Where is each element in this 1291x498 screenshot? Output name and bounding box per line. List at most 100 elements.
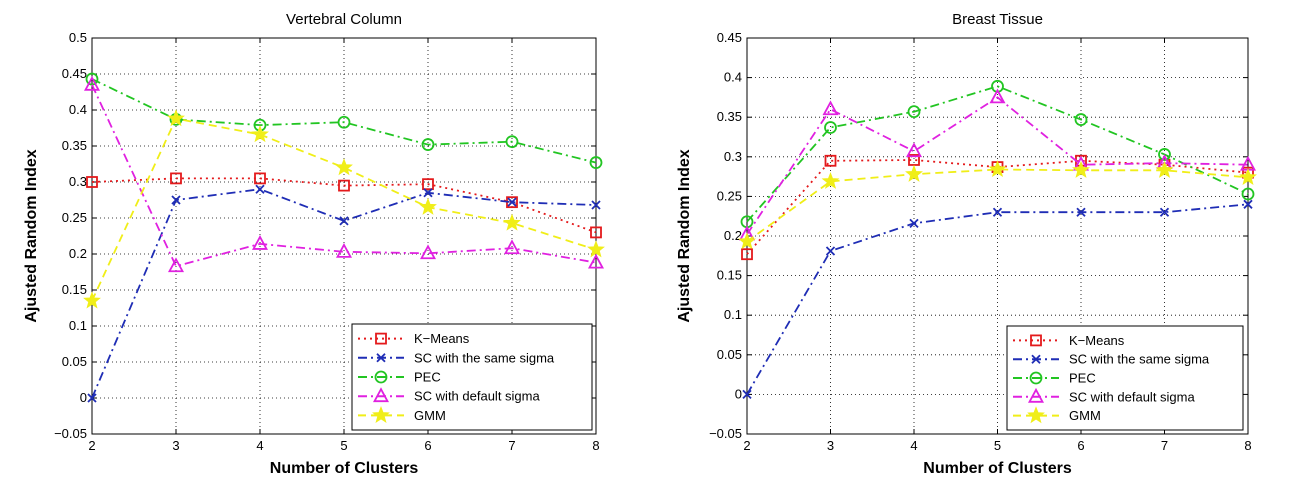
chart-title: Vertebral Column [286, 11, 402, 28]
legend-marker-sc-with-the-same-sigma [1031, 354, 1041, 364]
legend-marker-sc-with-default-sigma [1027, 387, 1045, 403]
x-tick-label: 4 [256, 438, 263, 453]
data-point-sc-with-the-same-sigma [171, 195, 181, 205]
legend-label-k-means: K−Means [1069, 333, 1125, 348]
legend-label-sc-with-default-sigma: SC with default sigma [414, 389, 540, 404]
x-tick-label: 5 [340, 438, 347, 453]
data-point-sc-with-default-sigma [989, 88, 1006, 104]
legend-marker-k-means [375, 332, 387, 345]
data-point-k-means [338, 179, 350, 192]
data-point-pec [589, 156, 603, 169]
y-tick-label: 0.1 [69, 318, 87, 333]
chart-vertebral-column: Vertebral Column −0.05 0 0.05 0.1 0.15 0.2 0.25… [0, 0, 645, 498]
data-point-pec [505, 135, 519, 149]
y-tick-label: 0.2 [69, 246, 87, 261]
data-point-sc-with-the-same-sigma [1159, 207, 1170, 217]
y-tick-label: 0.3 [69, 174, 87, 189]
series-gmm [83, 109, 605, 309]
data-point-gmm [503, 213, 521, 231]
series-gmm [738, 160, 1257, 250]
x-tick-label: 3 [827, 438, 834, 453]
legend-marker-gmm [1027, 406, 1045, 424]
x-tick-label: 5 [994, 438, 1001, 453]
data-point-sc-with-the-same-sigma [423, 188, 433, 198]
y-tick-label: 0.1 [724, 307, 742, 322]
x-tick-label: 2 [743, 438, 750, 453]
y-tick-label: 0.15 [717, 268, 742, 283]
y-tick-label: 0.4 [69, 102, 87, 117]
data-point-pec [337, 115, 351, 129]
y-tick-label: 0.45 [62, 66, 87, 81]
legend-marker-sc-with-default-sigma [372, 387, 390, 403]
data-point-sc-with-default-sigma [905, 142, 923, 158]
data-point-sc-with-the-same-sigma [742, 389, 752, 400]
y-tick-label: 0.45 [717, 30, 742, 45]
legend-label-gmm: GMM [1069, 408, 1101, 423]
data-point-gmm [821, 172, 840, 189]
data-point-sc-with-the-same-sigma [1076, 207, 1086, 217]
x-tick-label: 8 [592, 438, 599, 453]
data-point-sc-with-the-same-sigma [825, 246, 836, 256]
data-point-gmm [587, 240, 605, 258]
y-tick-label: 0.4 [724, 70, 742, 85]
chart-title: Breast Tissue [952, 11, 1043, 28]
data-point-gmm [167, 109, 185, 127]
data-point-k-means [86, 176, 98, 188]
legend-label-pec: PEC [414, 370, 441, 385]
grid [92, 38, 596, 434]
legend-marker-gmm [372, 406, 390, 424]
data-point-sc-with-default-sigma [587, 253, 605, 269]
data-point-sc-with-the-same-sigma [992, 207, 1003, 217]
data-point-pec [421, 138, 435, 151]
data-point-sc-with-default-sigma [822, 100, 839, 116]
series-sc-with-default-sigma [83, 75, 605, 273]
data-point-k-means [422, 178, 434, 191]
y-tick-label: 0.35 [62, 138, 87, 153]
series-line-k-means [91, 177, 597, 234]
y-tick-label: −0.05 [54, 426, 87, 441]
data-point-gmm [419, 197, 437, 215]
y-axis-label: Ajusted Random Index [23, 149, 40, 322]
y-tick-label: 0.05 [62, 354, 87, 369]
ticks: −0.05 0 0.05 0.1 0.15 0.2 0.25 0.3 0.35 0.4 0.45 2 3… [709, 30, 1252, 453]
legend-label-k-means: K−Means [414, 331, 470, 346]
data-point-sc-with-default-sigma [419, 244, 437, 260]
data-point-k-means [254, 172, 266, 185]
data-point-sc-with-default-sigma [503, 239, 521, 255]
data-point-k-means [824, 154, 837, 167]
y-tick-label: 0.35 [717, 109, 742, 124]
y-tick-label: 0.15 [62, 282, 87, 297]
y-tick-label: 0 [80, 390, 87, 405]
chart-svg-breast-tissue: Breast Tissue −0.05 0 0.05 0.1 0.15 0.2 0.25 0.3… [676, 11, 1257, 477]
y-tick-label: −0.05 [709, 426, 742, 441]
data-point-gmm [335, 158, 353, 176]
data-point-sc-with-the-same-sigma [909, 218, 919, 228]
legend-label-pec: PEC [1069, 371, 1096, 386]
data-point-pec [1158, 148, 1171, 161]
data-point-gmm [738, 232, 756, 250]
data-point-gmm [988, 160, 1007, 178]
y-tick-label: 0.25 [717, 188, 742, 203]
y-tick-label: 0.2 [724, 228, 742, 243]
data-point-pec [1241, 187, 1255, 201]
data-point-pec [1074, 113, 1088, 126]
data-point-gmm [1239, 168, 1257, 186]
legend-label-gmm: GMM [414, 408, 446, 423]
legend-label-sc-with-default-sigma: SC with default sigma [1069, 389, 1195, 404]
y-tick-label: 0 [735, 386, 742, 401]
x-tick-label: 8 [1244, 438, 1251, 453]
data-point-sc-with-the-same-sigma [1243, 199, 1253, 209]
data-point-k-means [741, 248, 753, 261]
legend-label-sc-with-the-same-sigma: SC with the same sigma [1069, 352, 1210, 367]
series-sc-with-the-same-sigma [742, 199, 1253, 400]
data-point-sc-with-the-same-sigma [591, 200, 601, 210]
data-point-sc-with-the-same-sigma [255, 184, 265, 194]
data-point-k-means [590, 226, 602, 239]
series-line-sc-with-default-sigma [91, 84, 597, 268]
data-point-gmm [251, 125, 269, 143]
legend-marker-sc-with-the-same-sigma [376, 353, 386, 363]
legend-marker-pec [374, 370, 388, 384]
chart-breast-tissue: Breast Tissue −0.05 0 0.05 0.1 0.15 0.2 0.25 0.3… [650, 0, 1291, 498]
x-tick-label: 7 [1161, 438, 1168, 453]
series-line-pec [91, 78, 597, 164]
